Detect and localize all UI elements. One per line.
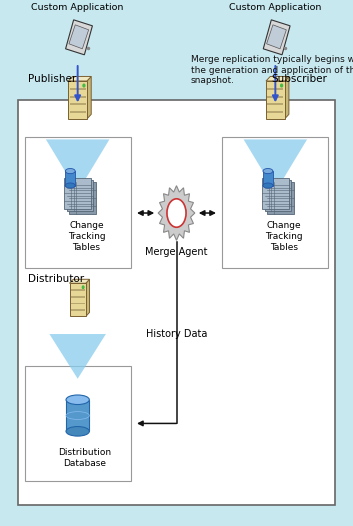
Ellipse shape <box>65 183 75 188</box>
Polygon shape <box>265 180 291 211</box>
Polygon shape <box>46 139 109 192</box>
Circle shape <box>167 199 186 227</box>
Polygon shape <box>267 183 294 214</box>
Polygon shape <box>267 96 283 98</box>
Polygon shape <box>68 76 91 81</box>
Text: History Data: History Data <box>146 329 207 339</box>
Polygon shape <box>70 103 86 105</box>
Text: Change
Tracking
Tables: Change Tracking Tables <box>68 221 105 252</box>
Polygon shape <box>263 171 273 186</box>
Ellipse shape <box>65 168 75 174</box>
Polygon shape <box>70 183 96 214</box>
Polygon shape <box>158 186 195 240</box>
Text: Publisher: Publisher <box>28 74 77 84</box>
Text: Distribution
Database: Distribution Database <box>58 448 111 468</box>
Polygon shape <box>25 366 131 481</box>
Polygon shape <box>267 25 286 49</box>
Ellipse shape <box>263 168 273 174</box>
Ellipse shape <box>66 427 89 436</box>
Text: Change
Tracking
Tables: Change Tracking Tables <box>265 221 303 252</box>
Polygon shape <box>68 81 87 119</box>
Polygon shape <box>70 88 86 90</box>
Polygon shape <box>65 171 75 186</box>
Circle shape <box>82 286 84 288</box>
Polygon shape <box>25 137 131 268</box>
Polygon shape <box>267 88 283 90</box>
Polygon shape <box>266 81 285 119</box>
Polygon shape <box>267 103 283 105</box>
Polygon shape <box>70 279 90 283</box>
Text: Subscriber: Subscriber <box>272 74 328 84</box>
Ellipse shape <box>66 395 89 404</box>
Polygon shape <box>49 334 106 379</box>
Text: Custom Application: Custom Application <box>229 3 322 12</box>
Polygon shape <box>71 289 85 291</box>
Polygon shape <box>244 139 307 192</box>
Polygon shape <box>267 111 283 113</box>
Polygon shape <box>66 20 92 55</box>
Polygon shape <box>66 400 89 431</box>
Polygon shape <box>263 20 290 55</box>
Polygon shape <box>87 76 91 119</box>
Polygon shape <box>71 296 85 298</box>
Polygon shape <box>86 279 90 317</box>
Polygon shape <box>285 76 289 119</box>
Circle shape <box>281 84 282 87</box>
Polygon shape <box>70 111 86 113</box>
Polygon shape <box>71 309 85 311</box>
Circle shape <box>83 84 85 87</box>
Text: Custom Application: Custom Application <box>31 3 124 12</box>
Polygon shape <box>262 177 289 209</box>
Polygon shape <box>70 283 86 317</box>
Text: Merge Agent: Merge Agent <box>145 247 208 257</box>
Ellipse shape <box>263 183 273 188</box>
Text: Merge replication typically begins with
the generation and application of the
sn: Merge replication typically begins with … <box>191 55 353 85</box>
Polygon shape <box>266 76 289 81</box>
Polygon shape <box>67 180 94 211</box>
Polygon shape <box>18 100 335 505</box>
Polygon shape <box>71 302 85 305</box>
Polygon shape <box>69 25 89 49</box>
Polygon shape <box>70 96 86 98</box>
Polygon shape <box>222 137 328 268</box>
Polygon shape <box>64 177 91 209</box>
Text: Distributor: Distributor <box>28 274 84 284</box>
